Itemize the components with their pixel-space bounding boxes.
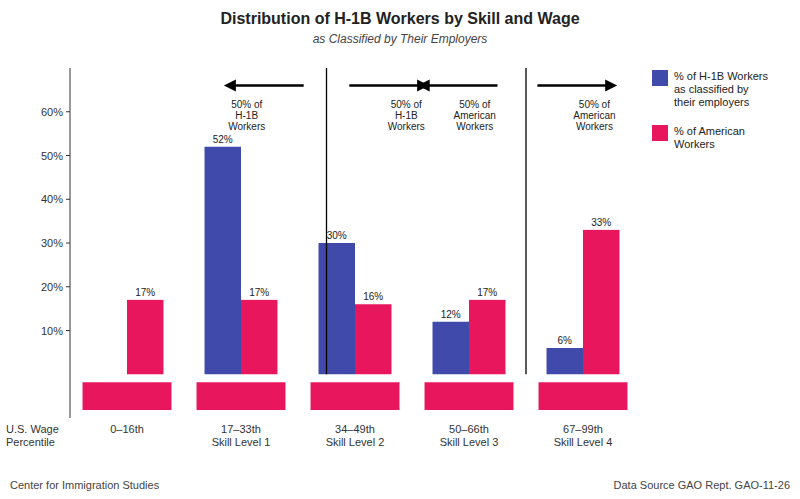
text-line: 50% of (579, 99, 610, 110)
legend-swatch (652, 125, 668, 141)
y-tick-label: 40% (41, 193, 63, 205)
x-tick-label: 17–33thSkill Level 1 (212, 423, 271, 448)
bar (547, 348, 583, 374)
data-label: 17% (135, 287, 155, 298)
bar (205, 147, 241, 375)
legend-entry: % of H-1B Workersas classified bytheir e… (674, 70, 768, 108)
arrow (537, 80, 617, 92)
y-tick (66, 330, 70, 331)
x-tick-label: 50–66thSkill Level 3 (440, 423, 499, 448)
text-line: 34–49th (335, 423, 375, 435)
text-line: 0–16th (110, 423, 144, 435)
text-line: Workers (674, 138, 715, 150)
data-label: 17% (249, 287, 269, 298)
y-tick-label: 30% (41, 237, 63, 249)
arrow-shaft (234, 84, 304, 87)
text-line: 50% of (459, 99, 490, 110)
category-band (197, 382, 286, 410)
bar (319, 243, 355, 374)
arrow-head (418, 80, 430, 92)
arrow-shaft (428, 84, 498, 87)
text-line: Workers (456, 121, 493, 132)
bar (127, 300, 163, 374)
subtitle: as Classified by Their Employers (313, 32, 488, 46)
text-line: as classified by (674, 83, 749, 95)
text-line: Workers (576, 121, 613, 132)
y-tick-label: 50% (41, 150, 63, 162)
arrow-head (224, 80, 236, 92)
bar (433, 322, 469, 375)
text-line: % of H-1B Workers (674, 70, 768, 82)
annotation: 50% ofH-1BWorkers (388, 99, 425, 132)
arrow-shaft (349, 84, 419, 87)
divider (525, 68, 526, 374)
bar (355, 304, 391, 374)
footer: Center for Immigration Studies (10, 479, 160, 491)
arrow (349, 80, 429, 92)
annotation: 50% ofAmericanWorkers (454, 99, 496, 132)
text-line: Workers (388, 121, 425, 132)
text-line: their employers (674, 96, 750, 108)
text-line: Skill Level 1 (212, 436, 271, 448)
data-label: 16% (363, 291, 383, 302)
text-line: Percentile (6, 436, 55, 448)
text-line: Skill Level 2 (326, 436, 385, 448)
data-label: 33% (591, 217, 611, 228)
text-line: 50–66th (449, 423, 489, 435)
arrow (418, 80, 498, 92)
y-tick (66, 286, 70, 287)
bar (469, 300, 505, 374)
category-band (311, 382, 400, 410)
data-label: 30% (327, 230, 347, 241)
text-line: 17–33th (221, 423, 261, 435)
divider (326, 68, 327, 374)
category-band (425, 382, 514, 410)
legend-swatch (652, 70, 668, 86)
footer: Data Source GAO Rept. GAO-11-26 (614, 479, 790, 491)
bar (583, 230, 619, 374)
title: Distribution of H-1B Workers by Skill an… (220, 10, 579, 27)
text-line: American (573, 110, 615, 121)
y-tick (66, 199, 70, 200)
legend-entry: % of AmericanWorkers (674, 125, 745, 150)
text-line: U.S. Wage (6, 423, 59, 435)
data-label: 52% (213, 134, 233, 145)
text-line: % of American (674, 125, 745, 137)
data-label: 6% (558, 335, 573, 346)
x-tick-label: 34–49thSkill Level 2 (326, 423, 385, 448)
text-line: 50% of (391, 99, 422, 110)
arrow-head (417, 80, 429, 92)
y-tick-label: 20% (41, 281, 63, 293)
y-tick (66, 243, 70, 244)
category-band (539, 382, 628, 410)
text-line: H-1B (395, 110, 418, 121)
arrow-head (605, 80, 617, 92)
x-axis-label: U.S. WagePercentile (6, 423, 59, 448)
text-line: H-1B (235, 110, 258, 121)
bars (127, 147, 619, 375)
text-line: Workers (228, 121, 265, 132)
y-tick-label: 10% (41, 325, 63, 337)
text-line: American (454, 110, 496, 121)
bar (241, 300, 277, 374)
y-tick (66, 111, 70, 112)
annotation: 50% ofAmericanWorkers (573, 99, 615, 132)
y-tick-label: 60% (41, 106, 63, 118)
text-line: Skill Level 4 (554, 436, 613, 448)
text-line: Skill Level 3 (440, 436, 499, 448)
x-tick-label: 67–99thSkill Level 4 (554, 423, 613, 448)
annotation: 50% ofH-1BWorkers (228, 99, 265, 132)
data-label: 17% (477, 287, 497, 298)
text-line: 67–99th (563, 423, 603, 435)
arrow (224, 80, 304, 92)
y-tick (66, 155, 70, 156)
data-label: 12% (441, 309, 461, 320)
bar (91, 374, 127, 375)
x-tick-label: 0–16th (110, 423, 144, 435)
arrow-shaft (537, 84, 607, 87)
chart: Distribution of H-1B Workers by Skill an… (0, 0, 800, 499)
text-line: 50% of (231, 99, 262, 110)
category-band (83, 382, 172, 410)
